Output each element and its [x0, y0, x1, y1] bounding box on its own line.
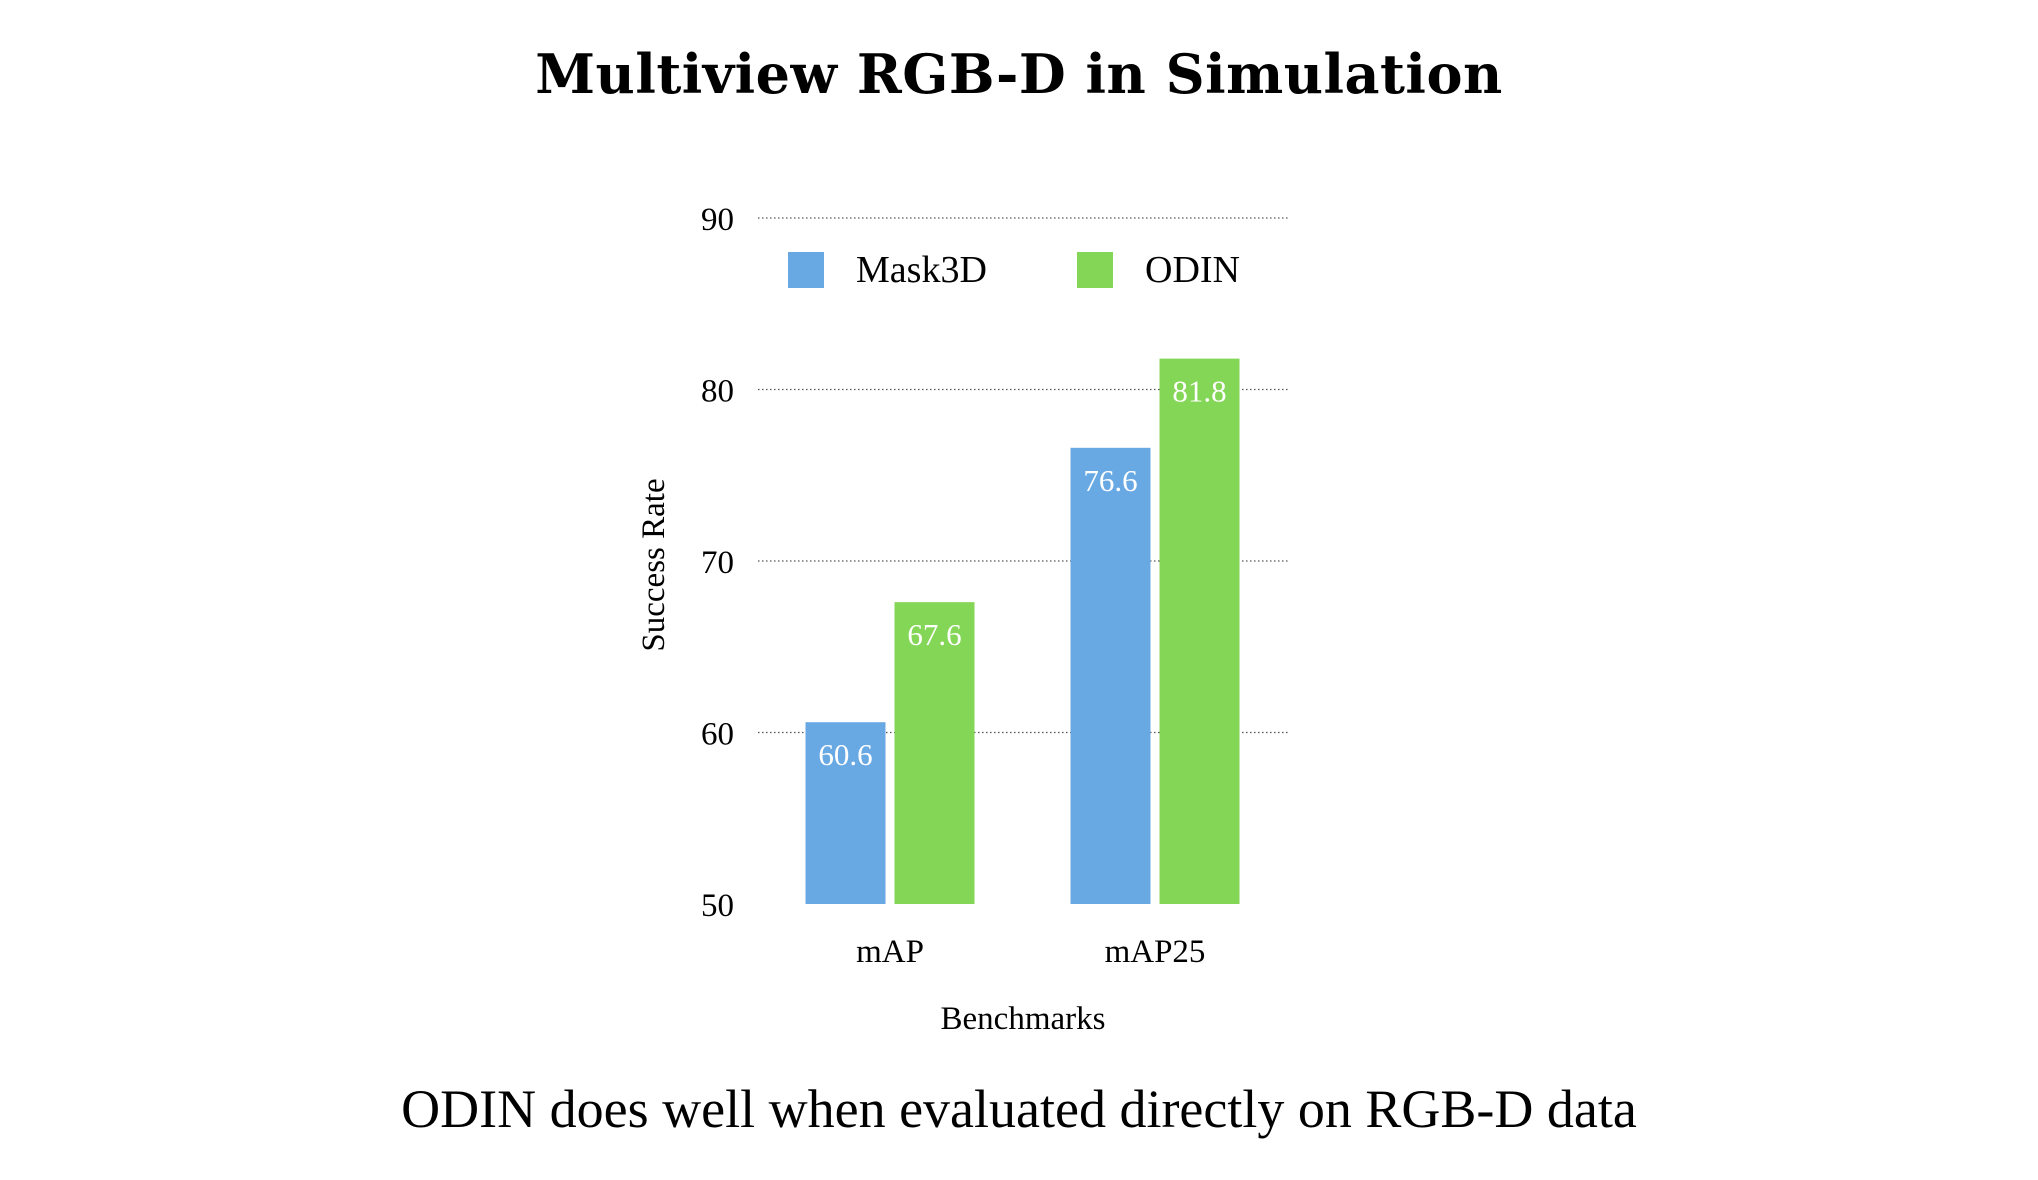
y-tick-label: 60	[701, 717, 734, 753]
y-tick-label: 90	[701, 202, 734, 238]
x-tick-label: mAP25	[1105, 934, 1206, 970]
y-tick-labels: 50 60 70 80 90	[701, 202, 734, 924]
x-axis-label: Benchmarks	[941, 1001, 1106, 1037]
bar-odin-map	[894, 602, 975, 904]
data-label: 76.6	[1083, 463, 1137, 498]
bars: 60.6 67.6 76.6 81.8	[805, 358, 1240, 904]
legend: Mask3D ODIN	[788, 249, 1240, 291]
bar-mask3d-map	[805, 722, 886, 904]
chart-title: Multiview RGB-D in Simulation	[535, 42, 1503, 106]
legend-label-odin: ODIN	[1145, 249, 1240, 291]
data-label: 67.6	[907, 617, 961, 652]
x-tick-label: mAP	[856, 934, 924, 970]
y-tick-label: 80	[701, 374, 734, 410]
data-label: 81.8	[1172, 374, 1226, 409]
legend-swatch-mask3d	[788, 252, 824, 288]
legend-label-mask3d: Mask3D	[856, 249, 987, 291]
bar-odin-map25	[1159, 358, 1240, 904]
y-tick-label: 50	[701, 888, 734, 924]
x-tick-labels: mAP mAP25	[856, 934, 1205, 970]
bar-mask3d-map25	[1070, 447, 1151, 904]
legend-swatch-odin	[1077, 252, 1113, 288]
y-axis-label: Success Rate	[636, 478, 672, 651]
chart-caption: ODIN does well when evaluated directly o…	[401, 1079, 1637, 1139]
data-label: 60.6	[818, 737, 872, 772]
y-tick-label: 70	[701, 545, 734, 581]
